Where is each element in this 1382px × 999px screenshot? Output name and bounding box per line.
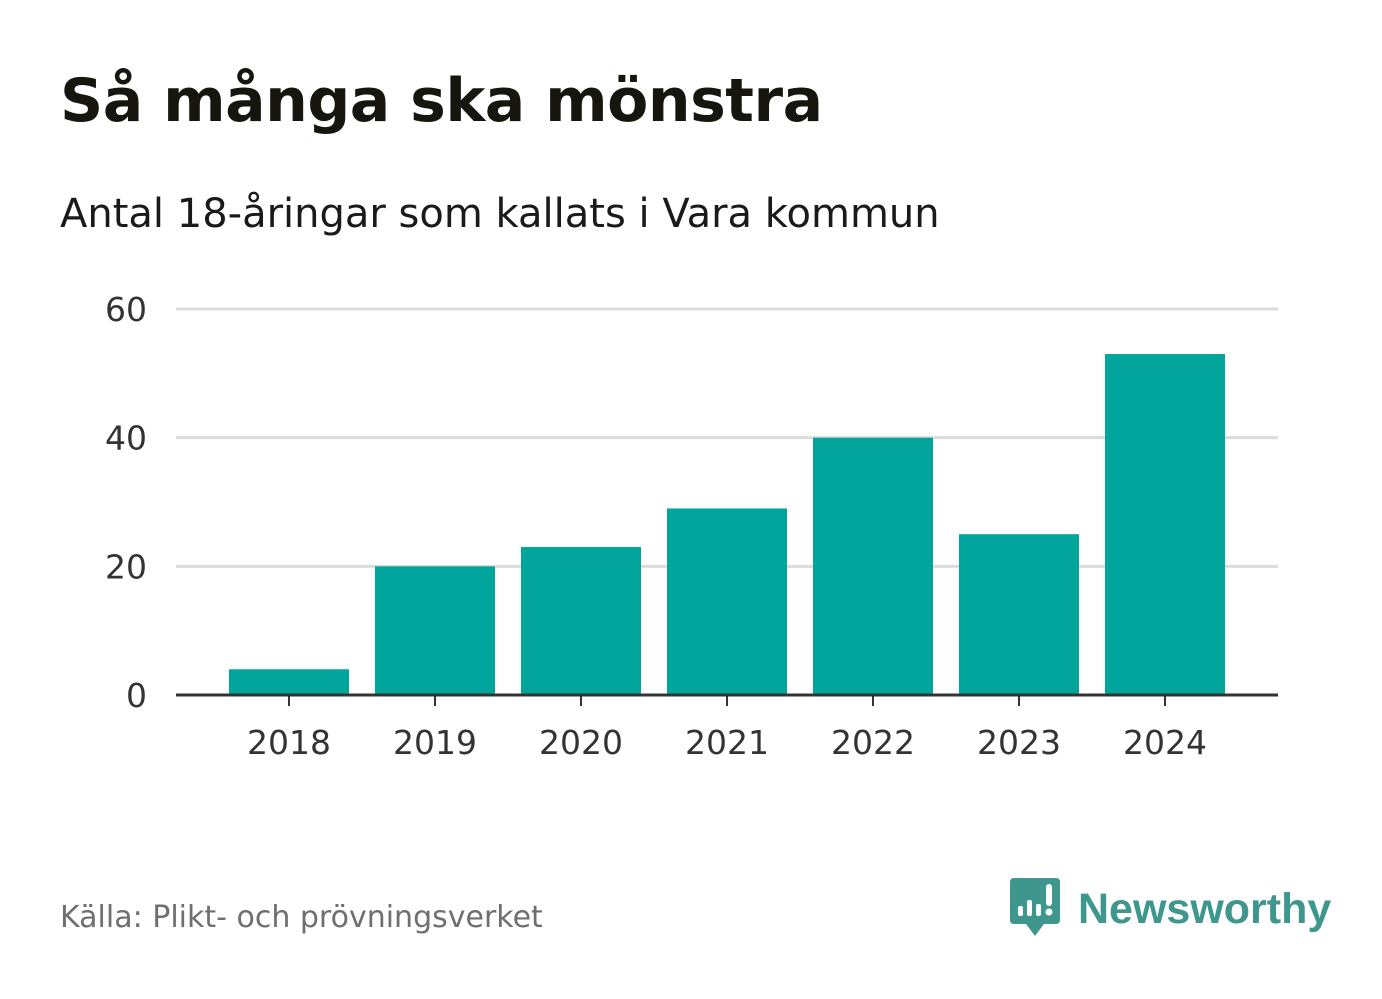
y-tick-label-0: 0 [126,676,147,715]
brand-logo: Newsworthy [1010,878,1331,940]
x-tick-label-2020: 2020 [539,723,623,762]
brand-name: Newsworthy [1078,884,1332,933]
chart-subtitle: Antal 18-åringar som kallats i Vara komm… [60,191,940,237]
chart-title: Så många ska mönstra [60,66,823,136]
bars [229,354,1225,695]
source-note: Källa: Plikt- och prövningsverket [60,900,543,935]
bar-2019 [375,566,495,695]
y-axis-ticks: 0 20 40 60 [105,290,147,715]
x-tick-label-2023: 2023 [977,723,1061,762]
bar-2022 [813,437,933,695]
bar-2018 [229,669,349,695]
x-axis-ticks: 2018 2019 2020 2021 2022 2023 2024 [247,695,1207,762]
y-tick-label-20: 20 [105,547,147,586]
bar-2021 [667,508,787,695]
newsworthy-logo-icon [1010,878,1060,936]
y-tick-label-40: 40 [105,419,147,458]
x-tick-label-2019: 2019 [393,723,477,762]
x-tick-label-2022: 2022 [831,723,915,762]
x-tick-label-2021: 2021 [685,723,769,762]
bar-2024 [1105,354,1225,695]
bar-2023 [959,534,1079,695]
x-tick-label-2024: 2024 [1123,723,1207,762]
bar-2020 [521,547,641,695]
x-tick-label-2018: 2018 [247,723,331,762]
y-tick-label-60: 60 [105,290,147,329]
